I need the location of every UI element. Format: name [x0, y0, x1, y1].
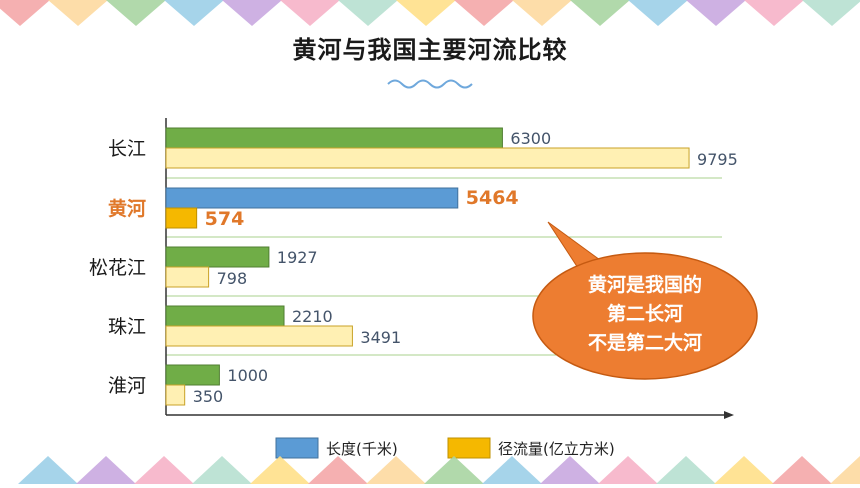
band-triangle	[18, 456, 78, 484]
category-label: 黄河	[108, 197, 146, 220]
top-decorative-band	[0, 0, 860, 30]
length-data-label: 1000	[227, 366, 268, 385]
band-triangle	[396, 0, 456, 26]
flow-data-label: 574	[205, 208, 245, 230]
band-triangle	[802, 0, 860, 26]
legend-swatch-flow	[447, 437, 491, 459]
band-triangle	[250, 456, 310, 484]
band-triangle	[772, 456, 832, 484]
band-triangle	[338, 0, 398, 26]
length-data-label: 2210	[292, 307, 333, 326]
flow-data-label: 3491	[360, 328, 401, 347]
band-triangle	[686, 0, 746, 26]
band-triangle	[512, 0, 572, 26]
band-triangle	[714, 456, 774, 484]
callout-bubble	[532, 252, 758, 380]
band-triangle	[134, 456, 194, 484]
length-data-label: 5464	[466, 187, 519, 209]
band-triangle	[628, 0, 688, 26]
category-label: 珠江	[108, 316, 146, 338]
legend-label-flow: 径流量(亿立方米)	[498, 440, 615, 458]
callout-line-3: 不是第二大河	[587, 332, 702, 354]
category-label: 长江	[108, 138, 146, 160]
flow-data-label: 350	[193, 387, 224, 406]
top-triangle-pattern	[0, 0, 860, 26]
band-triangle	[0, 0, 50, 26]
legend-label-length: 长度(千米)	[326, 440, 398, 458]
callout-line-2: 第二长河	[606, 303, 683, 325]
band-triangle	[192, 456, 252, 484]
length-data-label: 1927	[277, 248, 318, 267]
bottom-triangle-pattern	[18, 456, 860, 484]
callout-text: 黄河是我国的 第二长河 不是第二大河	[550, 271, 740, 358]
flow-bar	[165, 207, 198, 229]
length-bar	[165, 127, 503, 149]
band-triangle	[366, 456, 426, 484]
flow-bar	[165, 384, 186, 406]
title-wave-decoration	[387, 79, 473, 89]
band-triangle	[48, 0, 108, 26]
flow-data-label: 9795	[697, 150, 738, 169]
band-triangle	[830, 456, 860, 484]
length-bar	[165, 246, 270, 268]
flow-data-label: 798	[217, 269, 248, 288]
callout-line-1: 黄河是我国的	[587, 274, 702, 296]
band-triangle	[164, 0, 224, 26]
chart-title: 黄河与我国主要河流比较	[292, 36, 568, 64]
band-triangle	[482, 456, 542, 484]
flow-bar	[165, 147, 690, 169]
length-bar	[165, 187, 459, 209]
length-bar	[165, 364, 220, 386]
band-triangle	[280, 0, 340, 26]
category-label: 松花江	[89, 257, 146, 279]
x-axis-arrow	[724, 411, 734, 419]
band-triangle	[222, 0, 282, 26]
band-triangle	[308, 456, 368, 484]
band-triangle	[76, 456, 136, 484]
band-triangle	[570, 0, 630, 26]
flow-bar	[165, 266, 210, 288]
length-bar	[165, 305, 285, 327]
band-triangle	[656, 456, 716, 484]
category-label: 淮河	[108, 375, 146, 397]
band-triangle	[598, 456, 658, 484]
band-triangle	[744, 0, 804, 26]
bottom-decorative-band	[0, 452, 860, 484]
band-triangle	[106, 0, 166, 26]
band-triangle	[424, 456, 484, 484]
band-triangle	[454, 0, 514, 26]
legend-swatch-length	[275, 437, 319, 459]
length-data-label: 6300	[510, 129, 551, 148]
flow-bar	[165, 325, 353, 347]
band-triangle	[540, 456, 600, 484]
